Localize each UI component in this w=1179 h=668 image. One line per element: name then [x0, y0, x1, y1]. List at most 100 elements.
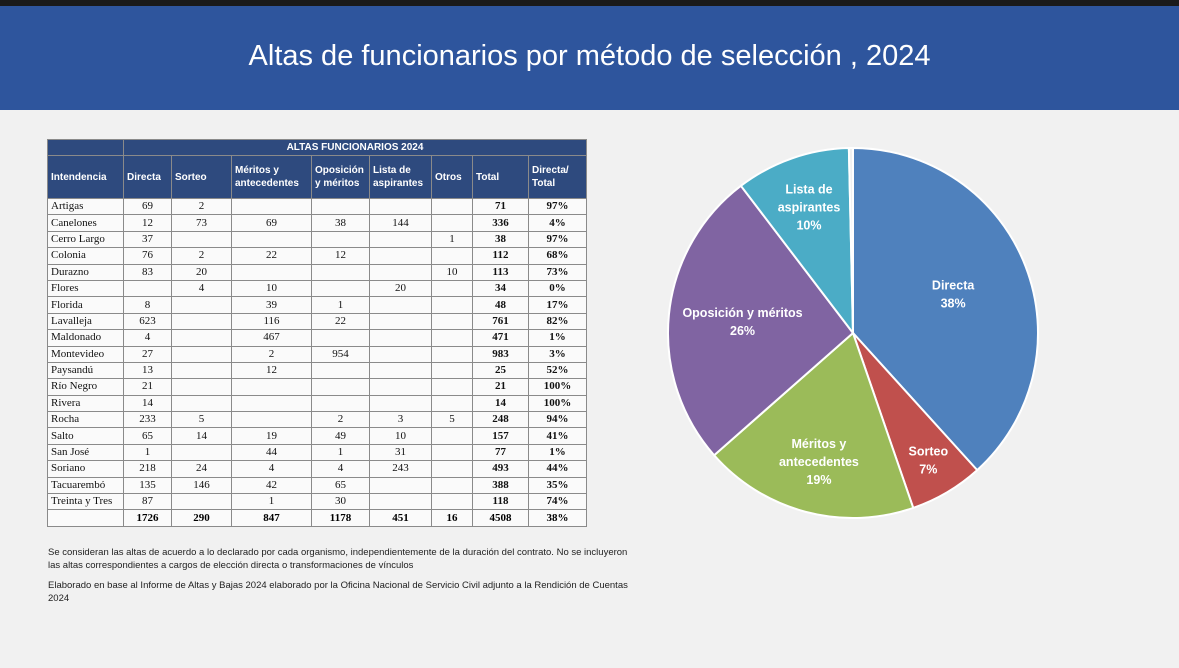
table-row: Flores 4 10 20 34 0%	[47, 279, 587, 298]
table-cell: 4	[123, 329, 172, 347]
table-row: Rivera 14 14 100%	[47, 394, 587, 413]
table-cell	[431, 378, 473, 396]
top-border	[0, 0, 1179, 6]
table-cell: 42	[231, 476, 312, 495]
table-cell: 24	[171, 460, 232, 478]
row-name-cell: Salto	[47, 427, 124, 445]
row-name-cell: Rivera	[47, 394, 124, 413]
table-cell	[171, 329, 232, 347]
table-cell	[171, 394, 232, 413]
table-cell: 954	[311, 345, 370, 363]
table-cell	[369, 378, 432, 396]
table-cell: 3%	[528, 345, 587, 363]
table-row: Artigas 69 2 71 97%	[47, 197, 587, 216]
table-cell	[369, 345, 432, 363]
footnote-source: Elaborado en base al Informe de Altas y …	[48, 580, 628, 604]
table-cell	[369, 361, 432, 380]
title-banner: Altas de funcionarios por método de sele…	[0, 6, 1179, 110]
total-cell	[47, 509, 124, 527]
pie-slice-directa	[852, 146, 1039, 472]
row-name-cell: Artigas	[47, 197, 124, 216]
table-cell: 10	[431, 263, 473, 281]
data-table-container: ALTAS FUNCIONARIOS 2024 Intendencia Direc…	[47, 139, 587, 527]
total-cell: 38%	[528, 509, 587, 527]
table-cell: 14	[472, 394, 529, 413]
row-name-cell: Tacuarembó	[47, 476, 124, 495]
total-cell: 290	[171, 509, 232, 527]
table-cell: 73%	[528, 263, 587, 281]
row-name-cell: Lavalleja	[47, 312, 124, 331]
table-cell: 218	[123, 460, 172, 478]
table-cell	[369, 247, 432, 265]
pie-percent-label: 26%	[730, 324, 755, 338]
total-cell: 1726	[123, 509, 172, 527]
pie-data-label: Lista de aspirantes 10%	[778, 182, 841, 232]
total-cell: 451	[369, 509, 432, 527]
table-row: Rocha 233 5 2 3 5 248 94%	[47, 411, 587, 429]
pie-slice-m-ritos-y-antecedentes	[712, 331, 915, 519]
pie-data-label: Oposición y méritos 26%	[682, 306, 802, 338]
pie-category-label: Méritos y	[791, 437, 846, 451]
table-cell: 44%	[528, 460, 587, 478]
table-cell	[311, 263, 370, 281]
table-cell: 12	[231, 361, 312, 380]
table-row: Maldonado 4 467 471 1%	[47, 329, 587, 347]
column-header: Lista de aspirantes	[369, 155, 432, 199]
table-cell: 39	[231, 296, 312, 314]
table-row: Salto 65 14 19 49 10 157 41%	[47, 427, 587, 445]
table-cell	[369, 476, 432, 495]
table-row: Montevideo 27 2 954 983 3%	[47, 345, 587, 363]
table-cell: 25	[472, 361, 529, 380]
pie-percent-label: 19%	[806, 473, 831, 487]
table-cell: 1	[231, 493, 312, 511]
footnote-scope: Se consideran las altas de acuerdo a lo …	[48, 547, 628, 571]
table-cell: 97%	[528, 197, 587, 216]
table-cell: 13	[123, 361, 172, 380]
table-cell	[231, 394, 312, 413]
table-cell: 69	[123, 197, 172, 216]
table-cell	[231, 230, 312, 249]
table-cell	[431, 493, 473, 511]
table-cell	[369, 329, 432, 347]
pie-category-label: Sorteo	[909, 444, 949, 458]
table-cell: 118	[472, 493, 529, 511]
table-cell	[171, 230, 232, 249]
table-cell: 17%	[528, 296, 587, 314]
row-name-cell: Durazno	[47, 263, 124, 281]
table-row: San José 1 44 1 31 77 1%	[47, 443, 587, 462]
table-cell: 1	[311, 443, 370, 462]
total-cell: 16	[431, 509, 473, 527]
table-cell: 73	[171, 214, 232, 232]
table-cell: 27	[123, 345, 172, 363]
table-cell	[123, 279, 172, 298]
row-name-cell: Flores	[47, 279, 124, 298]
table-cell	[369, 312, 432, 331]
row-name-cell: Soriano	[47, 460, 124, 478]
pie-category-label: Oposición y méritos	[682, 306, 802, 320]
table-cell: 38	[472, 230, 529, 249]
table-cell	[369, 197, 432, 216]
table-cell: 243	[369, 460, 432, 478]
column-header: Otros	[431, 155, 473, 199]
pie-category-label: aspirantes	[778, 200, 841, 214]
table-cell: 2	[231, 345, 312, 363]
table-cell: 100%	[528, 378, 587, 396]
table-cell	[311, 197, 370, 216]
table-row: Treinta y Tres 87 1 30 118 74%	[47, 493, 587, 511]
table-cell	[369, 230, 432, 249]
table-row: Durazno 83 20 10 113 73%	[47, 263, 587, 281]
column-header: Sorteo	[171, 155, 232, 199]
table-cell	[431, 296, 473, 314]
pie-data-label: Méritos y antecedentes 19%	[779, 437, 859, 487]
pie-chart: Directa 38% Sorteo 7% Méritos y antecedentes 1…	[667, 146, 1039, 519]
table-header-corner	[47, 139, 124, 156]
table-cell: 112	[472, 247, 529, 265]
table-cell: 493	[472, 460, 529, 478]
table-cell: 471	[472, 329, 529, 347]
table-cell: 19	[231, 427, 312, 445]
table-cell: 2	[311, 411, 370, 429]
pie-data-label: Sorteo 7%	[909, 444, 949, 476]
table-cell: 34	[472, 279, 529, 298]
row-name-cell: Colonia	[47, 247, 124, 265]
column-header: Oposición y méritos	[311, 155, 370, 199]
